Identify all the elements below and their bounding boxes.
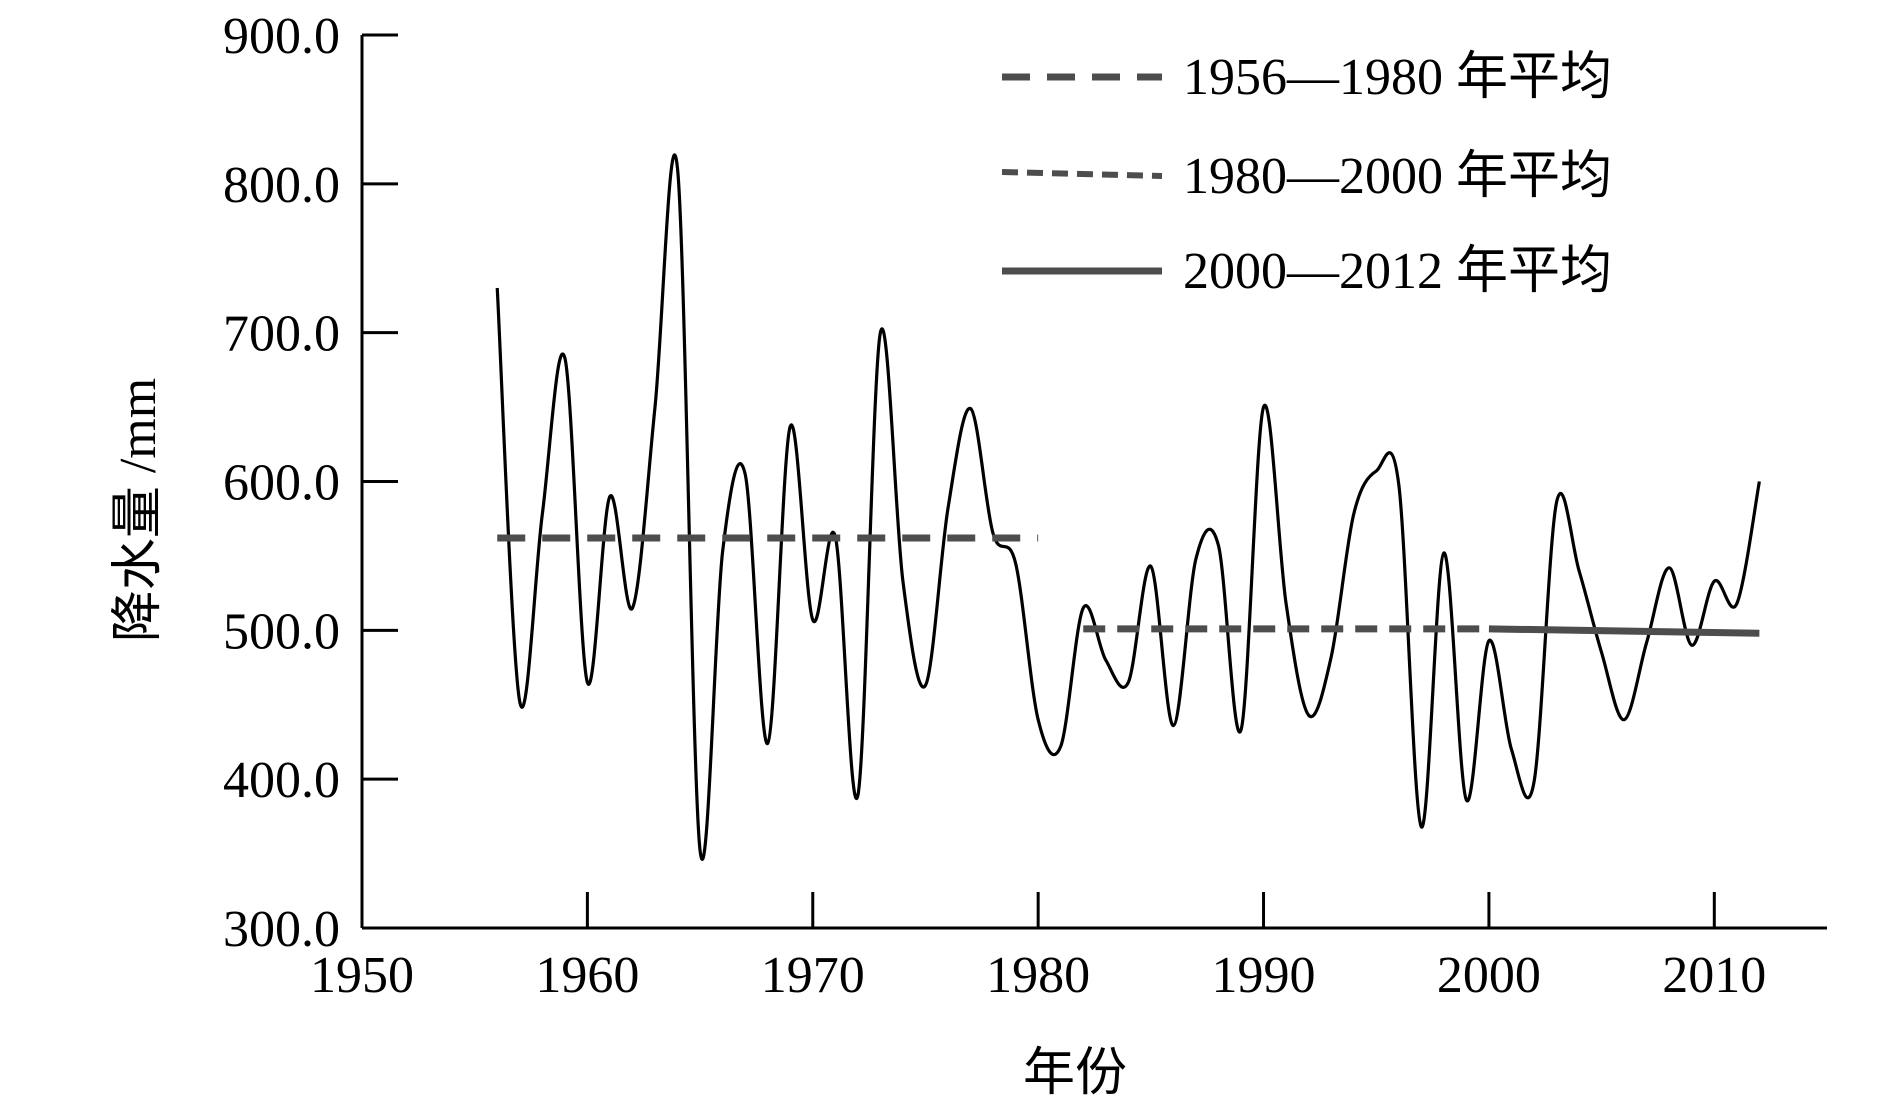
series-layer	[495, 153, 1761, 862]
x-tick-label: 2010	[1662, 947, 1766, 1004]
y-tick-label: 400.0	[223, 752, 340, 809]
legend-label-2000-2012: 2000—2012 年平均	[1183, 243, 1612, 300]
legend-item-1956-1980: 1956—1980 年平均	[1002, 49, 1612, 106]
y-tick-label: 500.0	[223, 603, 340, 660]
x-ticks: 1950 1960 1970 1980 1990 2000 2010	[310, 892, 1766, 1004]
y-tick-label: 600.0	[223, 455, 340, 512]
x-tick-label: 2000	[1437, 947, 1541, 1004]
x-tick-label: 1990	[1212, 947, 1316, 1004]
y-tick-label: 900.0	[223, 8, 340, 65]
precipitation-series-line	[495, 153, 1761, 862]
x-tick-label: 1970	[761, 947, 865, 1004]
legend-item-2000-2012: 2000—2012 年平均	[1002, 243, 1612, 300]
y-ticks: 300.0 400.0 500.0 600.0 700.0 800.0 900.0	[223, 8, 398, 958]
legend-swatch-short-dashed	[1001, 169, 1163, 179]
y-tick-label: 300.0	[223, 901, 340, 958]
x-tick-label: 1950	[310, 947, 414, 1004]
x-axis-title: 年份	[1023, 1045, 1127, 1102]
x-tick-label: 1980	[986, 947, 1090, 1004]
x-tick-label: 1960	[535, 947, 639, 1004]
legend-label-1956-1980: 1956—1980 年平均	[1183, 49, 1612, 106]
y-axis-title: 降水量 /mm	[110, 378, 167, 642]
legend: 1956—1980 年平均 1980—2000 年平均 2000—2012 年平…	[1001, 49, 1612, 300]
y-tick-label: 800.0	[223, 157, 340, 214]
y-tick-label: 700.0	[223, 306, 340, 363]
legend-item-1980-2000: 1980—2000 年平均	[1001, 148, 1612, 205]
avg-line-2000-2012	[1488, 625, 1760, 637]
legend-label-1980-2000: 1980—2000 年平均	[1183, 148, 1612, 205]
